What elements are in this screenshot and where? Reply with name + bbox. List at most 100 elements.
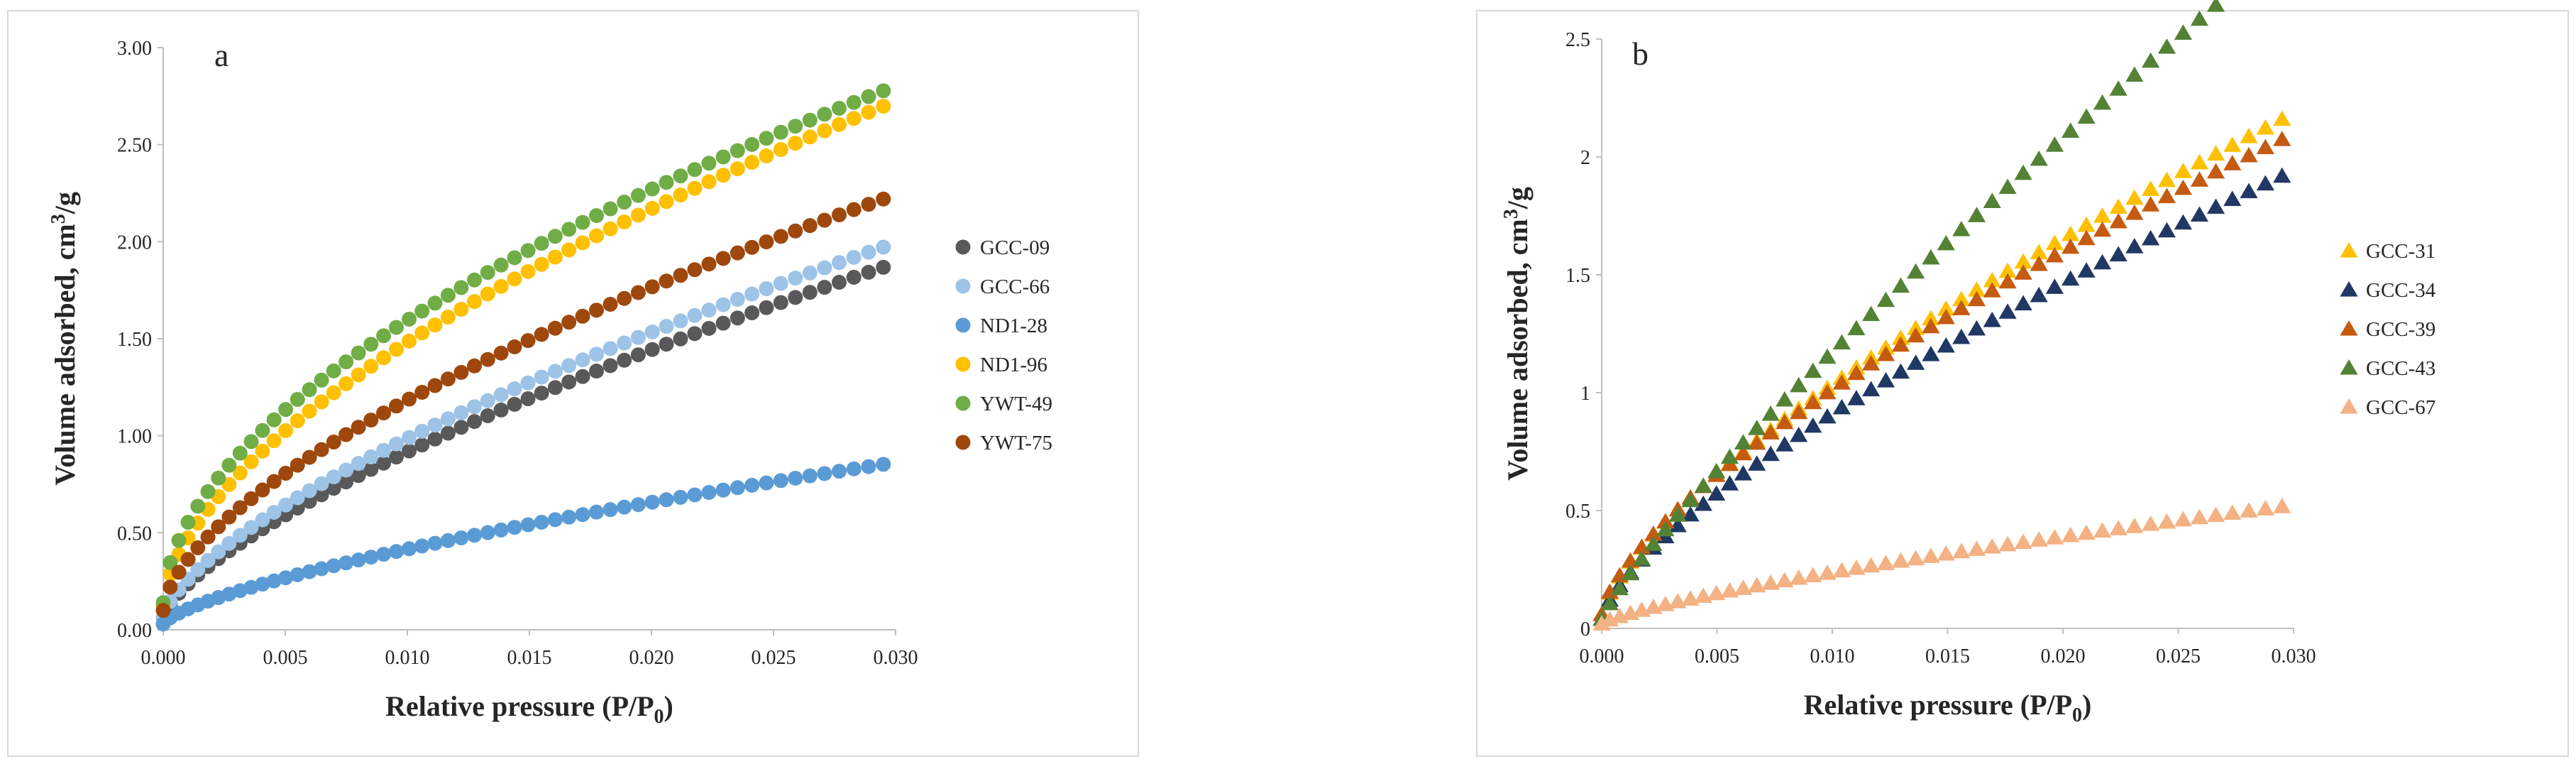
- y-tick-label: 1: [1580, 383, 1590, 405]
- data-point: [453, 405, 469, 420]
- data-point: [1790, 376, 1808, 393]
- data-point: [802, 129, 818, 145]
- data-point: [589, 208, 605, 224]
- data-point: [575, 235, 590, 251]
- data-point: [2093, 253, 2112, 270]
- data-point: [520, 333, 536, 349]
- data-point: [1681, 590, 1700, 606]
- data-point: [1818, 408, 1837, 424]
- data-point: [1621, 565, 1640, 581]
- data-point: [1790, 403, 1808, 420]
- data-point: [1937, 234, 1955, 251]
- data-point: [617, 290, 632, 306]
- data-point: [2190, 171, 2209, 187]
- y-axis-title-end: /g: [1502, 187, 1534, 209]
- data-point: [507, 271, 522, 287]
- data-point: [290, 457, 305, 473]
- data-point: [1804, 417, 1822, 433]
- data-point: [2157, 222, 2176, 238]
- x-axis-title-main: Relative pressure (P/P: [385, 690, 654, 722]
- data-point: [453, 420, 469, 435]
- data-point: [290, 413, 305, 429]
- data-point: [2142, 516, 2160, 531]
- data-point: [575, 369, 590, 384]
- y-tick-label: 2: [1580, 147, 1590, 169]
- legend-marker: [955, 356, 971, 372]
- data-point: [589, 228, 605, 244]
- data-point: [243, 434, 259, 449]
- data-point: [744, 155, 760, 170]
- y-tick-label: 1.00: [117, 426, 152, 448]
- data-point: [2030, 150, 2048, 166]
- data-point: [534, 386, 549, 401]
- data-point: [351, 420, 366, 435]
- data-point: [2174, 511, 2192, 527]
- data-point: [1967, 320, 1986, 336]
- data-point: [617, 195, 632, 210]
- data-point: [414, 437, 430, 453]
- data-point: [2109, 246, 2128, 262]
- data-point: [290, 392, 305, 408]
- data-point: [1734, 465, 1753, 481]
- data-point: [1983, 271, 2001, 288]
- data-point: [561, 315, 577, 330]
- data-point: [644, 279, 660, 295]
- data-point: [715, 297, 731, 312]
- data-point: [1818, 564, 1837, 580]
- data-point: [2077, 108, 2096, 124]
- data-point: [402, 443, 417, 459]
- legend-label: YWT-75: [980, 432, 1052, 454]
- data-point: [493, 522, 509, 538]
- data-point: [278, 497, 294, 513]
- data-point: [561, 358, 577, 373]
- data-point: [602, 201, 618, 217]
- data-point: [414, 538, 430, 554]
- data-point: [440, 310, 456, 325]
- data-point: [1610, 579, 1629, 596]
- data-point: [575, 352, 590, 368]
- data-point: [1818, 348, 1837, 364]
- data-point: [1681, 506, 1700, 522]
- y-axis-title-main: Volume adsorbed, cm: [1502, 219, 1534, 481]
- data-point: [1907, 550, 1925, 566]
- data-point: [2206, 145, 2225, 161]
- data-point: [520, 517, 536, 533]
- y-axis-title: Volume adsorbed, cm3/g: [48, 192, 81, 486]
- data-point: [326, 469, 341, 485]
- data-point: [730, 310, 745, 326]
- legend-marker: [955, 239, 971, 255]
- data-point: [1983, 282, 2001, 298]
- data-point: [744, 239, 760, 255]
- data-point: [243, 579, 259, 595]
- data-point: [493, 345, 509, 361]
- data-point: [2157, 38, 2176, 54]
- data-point: [687, 307, 703, 323]
- data-point: [575, 214, 590, 230]
- data-point: [2077, 216, 2096, 232]
- data-point: [1707, 584, 1726, 601]
- y-tick-label: 0.5: [1565, 501, 1590, 523]
- data-point: [759, 281, 774, 297]
- data-point: [861, 89, 876, 104]
- data-point: [1776, 436, 1794, 452]
- data-point: [427, 418, 443, 433]
- data-point: [338, 376, 354, 391]
- data-point: [2190, 508, 2209, 525]
- data-point: [1734, 579, 1753, 595]
- data-point: [402, 541, 417, 557]
- y-tick-label: 0.00: [117, 620, 152, 642]
- data-point: [2030, 256, 2048, 271]
- data-point: [1748, 455, 1766, 471]
- data-point: [402, 391, 417, 407]
- data-point: [221, 509, 237, 525]
- data-point: [547, 229, 563, 244]
- data-point: [846, 461, 862, 476]
- data-point: [351, 367, 366, 383]
- data-point: [602, 221, 618, 236]
- data-point: [832, 207, 847, 223]
- data-point: [1632, 550, 1651, 566]
- data-point: [2045, 278, 2064, 294]
- data-point: [2206, 0, 2225, 12]
- data-point: [701, 485, 717, 501]
- data-point: [2093, 221, 2112, 237]
